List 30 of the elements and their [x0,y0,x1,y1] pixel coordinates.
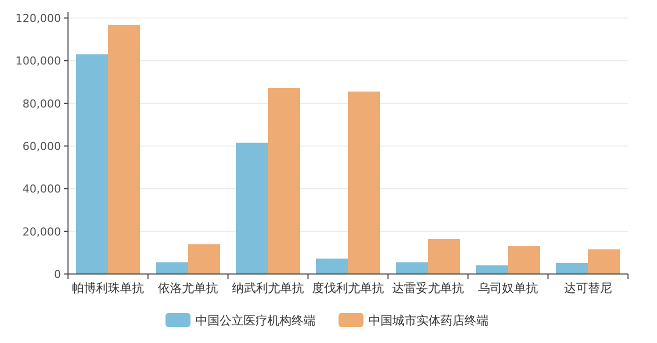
bar [428,239,460,274]
x-tick-label: 度伐利尤单抗 [312,281,384,295]
y-tick-label: 60,000 [22,140,61,153]
bar [156,262,188,274]
y-tick-label: 20,000 [22,225,61,238]
bar [556,262,588,274]
bar [588,249,620,274]
x-tick-label: 纳武利尤单抗 [232,281,304,295]
bar [188,244,220,274]
y-tick-label: 120,000 [16,12,61,25]
bar [348,92,380,274]
legend-label: 中国公立医疗机构终端 [196,314,316,328]
bar [268,88,300,274]
bar [476,265,508,274]
bar [508,246,540,274]
x-tick-label: 帕博利珠单抗 [72,281,144,295]
y-tick-label: 40,000 [22,182,61,196]
x-tick-label: 达可替尼 [564,281,612,295]
x-tick-label: 达雷妥尤单抗 [392,281,464,295]
y-tick-label: 80,000 [22,97,61,110]
bar [76,54,108,274]
bar [236,142,268,274]
bar [316,258,348,274]
x-tick-label: 乌司奴单抗 [478,281,538,295]
legend-label: 中国城市实体药店终端 [368,314,488,328]
y-tick-label: 100,000 [16,54,61,68]
x-tick-label: 依洛尤单抗 [158,281,218,295]
bar [108,25,140,274]
bar [396,262,428,274]
y-tick-label: 0 [54,268,61,281]
